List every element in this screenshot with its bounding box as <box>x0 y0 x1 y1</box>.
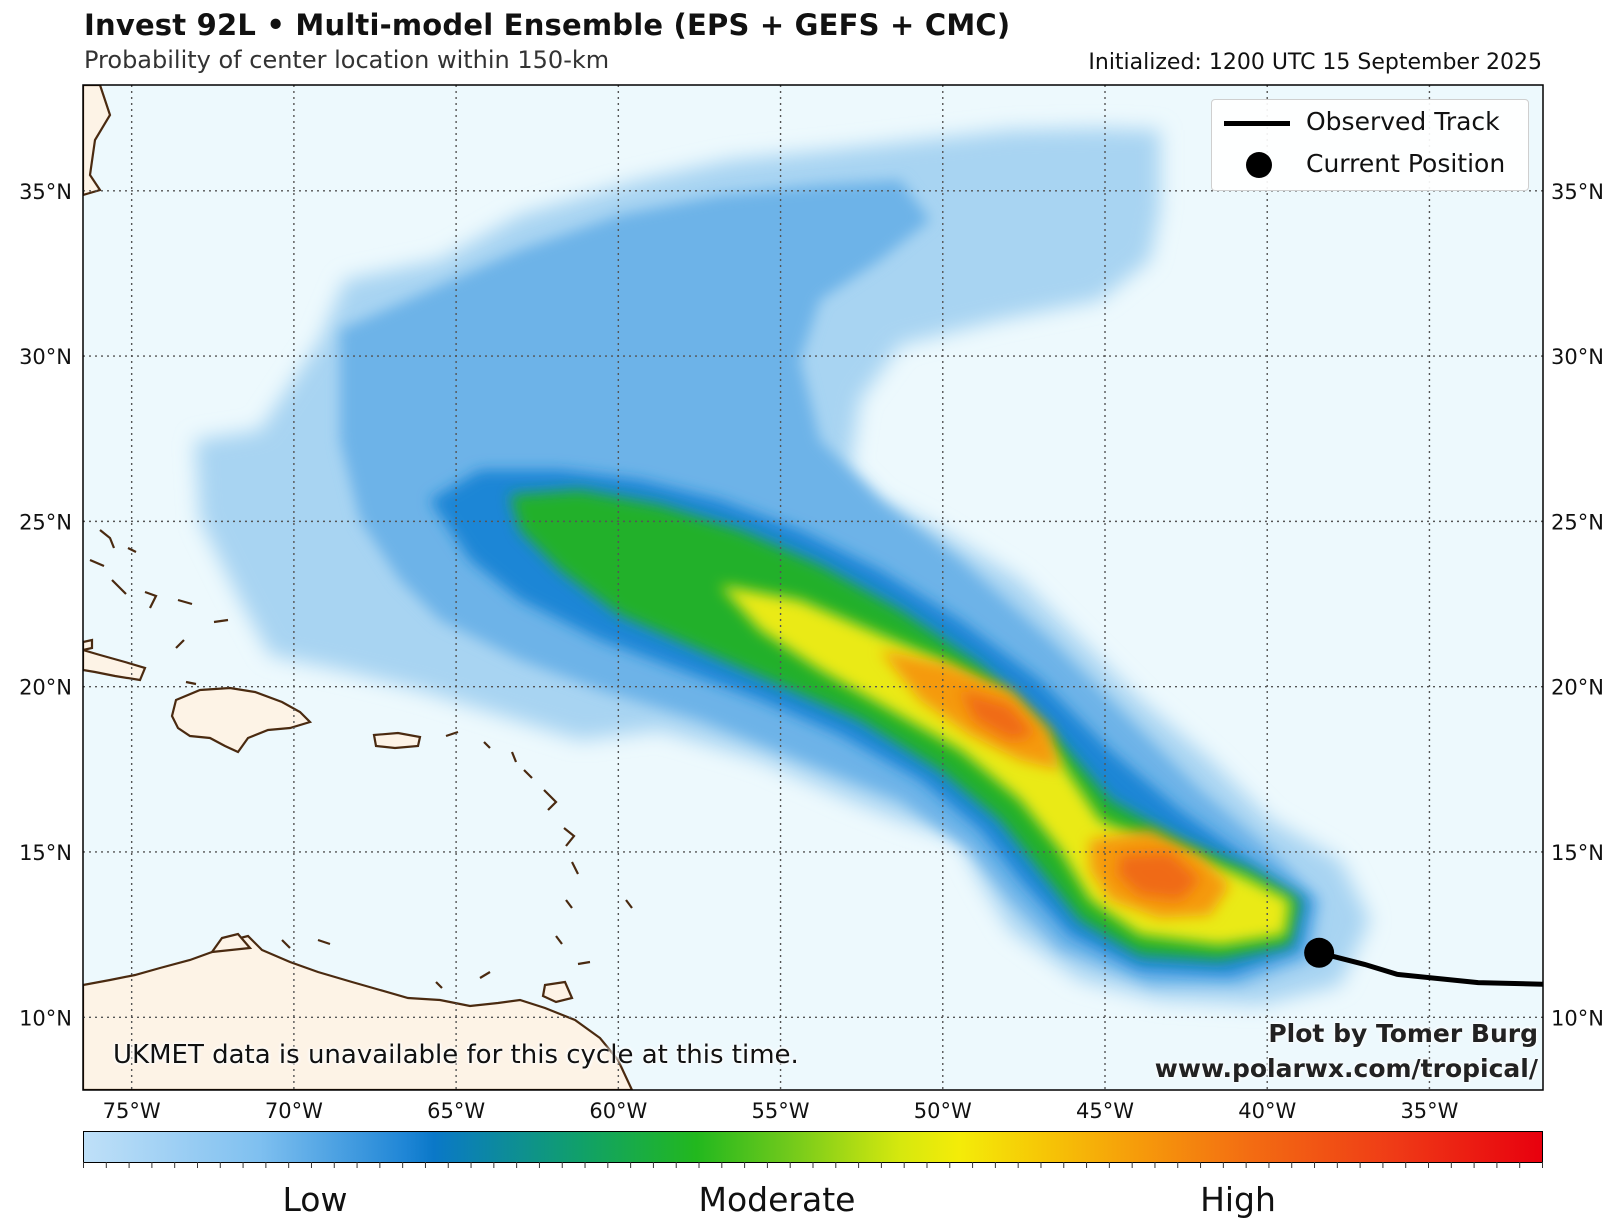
lat-tick-label-left: 25°N <box>19 510 72 534</box>
observed-track-line <box>1316 950 1543 987</box>
map-legend: Observed Track Current Position <box>1211 99 1529 191</box>
lon-tick-label: 50°W <box>914 1099 972 1123</box>
lon-tick-label: 40°W <box>1238 1099 1296 1123</box>
land-hispaniola <box>170 686 313 754</box>
lon-tick-label: 45°W <box>1076 1099 1134 1123</box>
island-outline <box>185 680 197 686</box>
island-outline <box>625 899 633 909</box>
island-outline <box>483 741 491 749</box>
island-outline <box>555 935 563 945</box>
probability-red-layer <box>960 690 1200 900</box>
island-outline <box>111 579 127 595</box>
island-outline <box>435 981 443 989</box>
map-frame <box>82 84 1544 1091</box>
colorbar-label-moderate: Moderate <box>698 1180 856 1219</box>
latitude-labels-right: 10°N 15°N 20°N 25°N 30°N 35°N <box>1551 180 1604 1030</box>
current-position-marker <box>1304 937 1335 968</box>
lat-tick-label-right: 15°N <box>1551 841 1604 865</box>
lat-tick-label-right: 35°N <box>1551 180 1604 204</box>
island-outline <box>127 547 137 553</box>
island-outline <box>577 960 591 966</box>
land-cuba-east <box>83 648 147 682</box>
legend-item-observed-track: Observed Track <box>1212 102 1528 142</box>
colorbar <box>83 1131 1543 1163</box>
lat-tick-label-left: 20°N <box>19 676 72 700</box>
lat-tick-label-right: 25°N <box>1551 510 1604 534</box>
land-guajira <box>209 932 253 954</box>
latitude-labels-left: 10°N 15°N 20°N 25°N 30°N 35°N <box>19 180 72 1030</box>
island-outline <box>281 939 291 949</box>
lon-tick-label: 70°W <box>265 1099 323 1123</box>
lat-tick-label-left: 35°N <box>19 180 72 204</box>
chart-subtitle: Probability of center location within 15… <box>84 46 610 74</box>
island-outline <box>563 827 576 847</box>
island-outline <box>571 861 579 875</box>
land-florida <box>83 85 112 197</box>
longitude-labels: 75°W 70°W 65°W 60°W 55°W 50°W 45°W 40°W 35°W <box>103 1099 1459 1123</box>
lon-tick-label: 55°W <box>752 1099 810 1123</box>
probability-swath <box>195 128 1370 1005</box>
ukmet-note: UKMET data is unavailable for this cycle… <box>113 1040 799 1070</box>
lon-tick-label: 75°W <box>103 1099 161 1123</box>
lat-tick-label-right: 10°N <box>1551 1006 1604 1030</box>
island-outline <box>175 639 185 649</box>
land-jamaica <box>83 638 94 652</box>
island-outline <box>213 618 229 624</box>
credit-url: www.polarwx.com/tropical/ <box>1154 1054 1538 1083</box>
lat-tick-label-left: 10°N <box>19 1006 72 1030</box>
island-outline <box>144 590 158 609</box>
island-outline <box>565 899 573 909</box>
land-trinidad <box>541 980 574 1004</box>
probability-orange-layer <box>880 650 1230 918</box>
legend-label-observed-track: Observed Track <box>1306 107 1500 136</box>
initialized-time: Initialized: 1200 UTC 15 September 2025 <box>1088 50 1542 75</box>
legend-label-current-position: Current Position <box>1306 149 1506 178</box>
current-position-swatch <box>1246 152 1272 178</box>
island-outline <box>445 730 459 738</box>
island-outline <box>177 598 193 606</box>
land-south-america <box>83 934 634 1090</box>
island-outline <box>317 938 331 946</box>
map-canvas: 10°N 15°N 20°N 25°N 30°N 35°N 10°N 15°N 20°N 25°… <box>19 84 1604 1123</box>
lon-tick-label: 65°W <box>427 1099 485 1123</box>
island-outline <box>543 789 558 811</box>
land-masses <box>83 85 634 1090</box>
colorbar-ticks <box>83 1162 1543 1168</box>
island-outline <box>510 751 518 763</box>
lon-tick-label: 35°W <box>1400 1099 1458 1123</box>
island-outline <box>99 529 116 549</box>
lat-tick-label-right: 30°N <box>1551 345 1604 369</box>
lat-tick-label-left: 30°N <box>19 345 72 369</box>
small-islands <box>89 277 633 989</box>
island-outline <box>89 558 105 568</box>
island-outline <box>479 971 491 979</box>
colorbar-label-high: High <box>1200 1180 1276 1219</box>
chart-title: Invest 92L • Multi-model Ensemble (EPS +… <box>84 8 1011 42</box>
lat-tick-label-left: 15°N <box>19 841 72 865</box>
colorbar-label-low: Low <box>282 1180 348 1219</box>
lat-tick-label-right: 20°N <box>1551 676 1604 700</box>
observed-track-swatch <box>1224 121 1290 126</box>
land-puerto-rico <box>372 731 422 750</box>
lon-tick-label: 60°W <box>589 1099 647 1123</box>
credit-author: Plot by Tomer Burg <box>1268 1019 1538 1048</box>
legend-item-current-position: Current Position <box>1212 144 1528 184</box>
island-outline <box>523 769 533 779</box>
